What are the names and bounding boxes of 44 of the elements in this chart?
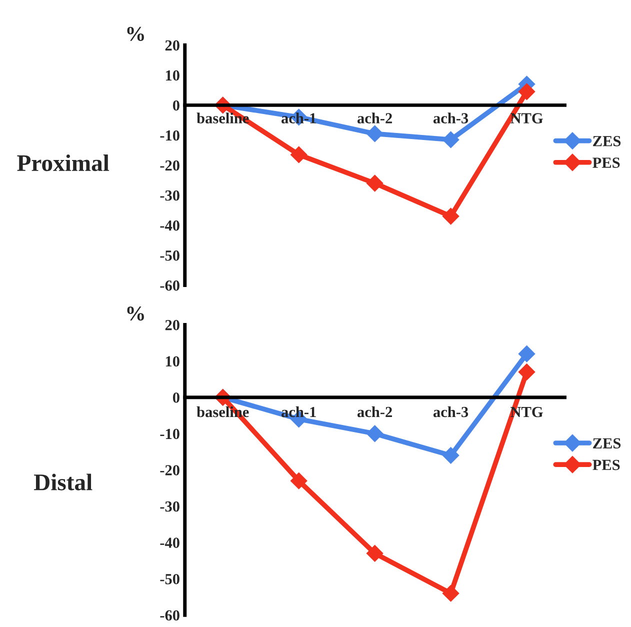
y-tick-label: -20 <box>160 160 180 171</box>
point <box>366 545 384 562</box>
y-tick-label: -50 <box>160 574 180 584</box>
legend-label: ZES <box>593 438 621 448</box>
y-tick-label: 20 <box>165 320 180 330</box>
y-tick-label: -50 <box>160 250 180 261</box>
point <box>366 425 384 442</box>
point <box>442 584 460 602</box>
legend-label: PES <box>592 158 620 168</box>
point <box>518 83 536 100</box>
x-tick-label: ach-3 <box>433 112 468 124</box>
point <box>290 472 308 490</box>
point <box>442 208 460 225</box>
point <box>518 345 536 362</box>
y-tick-label: -60 <box>160 280 180 291</box>
y-tick-label: 20 <box>165 40 180 51</box>
x-tick-label: ach-2 <box>357 112 392 124</box>
text: Distal <box>34 474 92 490</box>
point <box>442 131 460 148</box>
y-axis-title: % <box>127 306 144 321</box>
y-tick-label: -10 <box>160 428 180 440</box>
y-tick-label: 0 <box>172 100 180 111</box>
text: Proximal <box>17 154 110 172</box>
x-tick-label: ach-3 <box>433 406 468 418</box>
y-tick-label: 10 <box>166 70 180 81</box>
x-tick-label: ach-2 <box>357 406 392 418</box>
y-tick-label: -20 <box>160 465 180 476</box>
point <box>518 364 536 380</box>
y-tick-label: -40 <box>160 538 180 548</box>
y-tick-label: -60 <box>160 610 180 621</box>
point <box>442 447 460 464</box>
point <box>366 174 384 192</box>
legend-label: PES <box>592 460 620 470</box>
y-tick-label: -40 <box>160 220 180 231</box>
x-tick-label: ach-1 <box>282 406 316 418</box>
y-tick-label: -30 <box>160 501 180 512</box>
y-tick-label: 10 <box>166 356 180 367</box>
y-tick-label: 0 <box>172 392 180 403</box>
y-tick-label: -30 <box>160 190 180 201</box>
point <box>290 146 308 164</box>
legend-label: ZES <box>593 136 621 146</box>
point <box>366 125 384 142</box>
y-tick-label: -10 <box>160 130 180 141</box>
y-axis-title: % <box>127 26 144 41</box>
